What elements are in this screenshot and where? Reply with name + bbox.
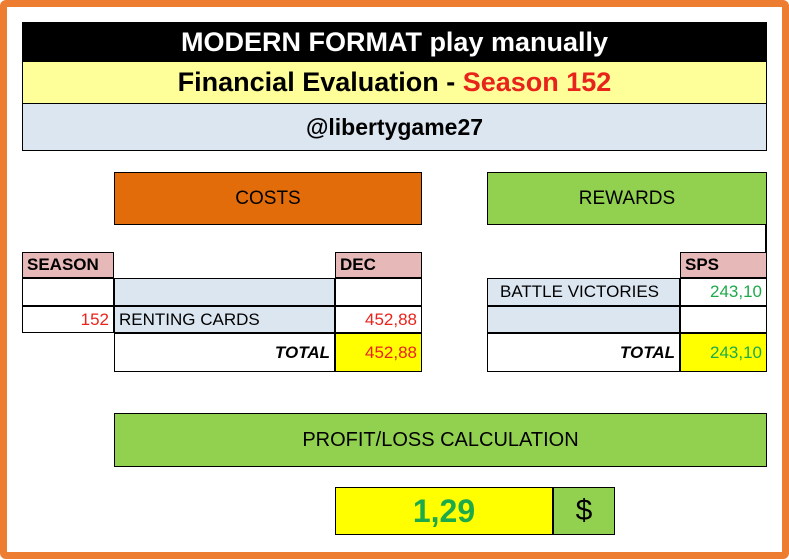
rewards-row-label: BATTLE VICTORIES xyxy=(487,278,680,306)
costs-header: COSTS xyxy=(114,172,422,225)
costs-row-season: 152 xyxy=(22,306,114,333)
report-subtitle: Financial Evaluation - Season 152 xyxy=(22,62,767,104)
costs-col-dec: DEC xyxy=(335,252,422,278)
author-handle: @libertygame27 xyxy=(22,104,767,151)
costs-col-dec-text: DEC xyxy=(340,255,376,274)
costs-col-season-text: SEASON xyxy=(27,255,99,274)
profit-loss-value-text: 1,29 xyxy=(412,492,476,529)
rewards-total-value-text: 243,10 xyxy=(710,342,762,362)
rewards-empty-value-cell xyxy=(680,306,767,333)
costs-empty-label-cell xyxy=(114,278,335,306)
rewards-row-value-text: 243,10 xyxy=(710,282,762,301)
subtitle-prefix: Financial Evaluation - xyxy=(177,67,463,97)
report-title-text: MODERN FORMAT play manually xyxy=(180,26,609,57)
currency-symbol: $ xyxy=(553,487,615,535)
rewards-total-label: TOTAL xyxy=(487,333,680,372)
costs-row-label: RENTING CARDS xyxy=(114,306,335,333)
rewards-total-label-text: TOTAL xyxy=(619,342,675,362)
rewards-header: REWARDS xyxy=(487,172,767,225)
rewards-row-label-text: BATTLE VICTORIES xyxy=(500,282,660,301)
profit-loss-header-text: PROFIT/LOSS CALCULATION xyxy=(302,428,579,451)
costs-total-value-text: 452,88 xyxy=(365,342,417,362)
subtitle-season: Season 152 xyxy=(462,67,612,97)
rewards-connector-line xyxy=(765,225,767,252)
costs-empty-value-cell xyxy=(335,278,422,306)
costs-row-season-text: 152 xyxy=(80,309,109,329)
currency-symbol-text: $ xyxy=(575,494,593,527)
rewards-row-value: 243,10 xyxy=(680,278,767,306)
rewards-header-text: REWARDS xyxy=(578,187,676,209)
rewards-col-sps-text: SPS xyxy=(685,255,720,274)
costs-header-text: COSTS xyxy=(235,187,301,209)
costs-row-value: 452,88 xyxy=(335,306,422,333)
rewards-total-value: 243,10 xyxy=(680,333,767,372)
costs-empty-season-cell xyxy=(22,278,114,306)
costs-row-value-text: 452,88 xyxy=(365,309,417,329)
rewards-col-sps: SPS xyxy=(680,252,767,278)
profit-loss-header: PROFIT/LOSS CALCULATION xyxy=(114,413,767,467)
costs-col-season: SEASON xyxy=(22,252,114,278)
report-title: MODERN FORMAT play manually xyxy=(22,22,767,62)
costs-total-label-text: TOTAL xyxy=(274,342,330,362)
costs-row-label-text: RENTING CARDS xyxy=(119,309,260,329)
costs-total-label: TOTAL xyxy=(114,333,335,372)
rewards-empty-label-cell xyxy=(487,306,680,333)
costs-total-value: 452,88 xyxy=(335,333,422,372)
profit-loss-value: 1,29 xyxy=(335,487,553,535)
author-handle-text: @libertygame27 xyxy=(305,113,484,140)
